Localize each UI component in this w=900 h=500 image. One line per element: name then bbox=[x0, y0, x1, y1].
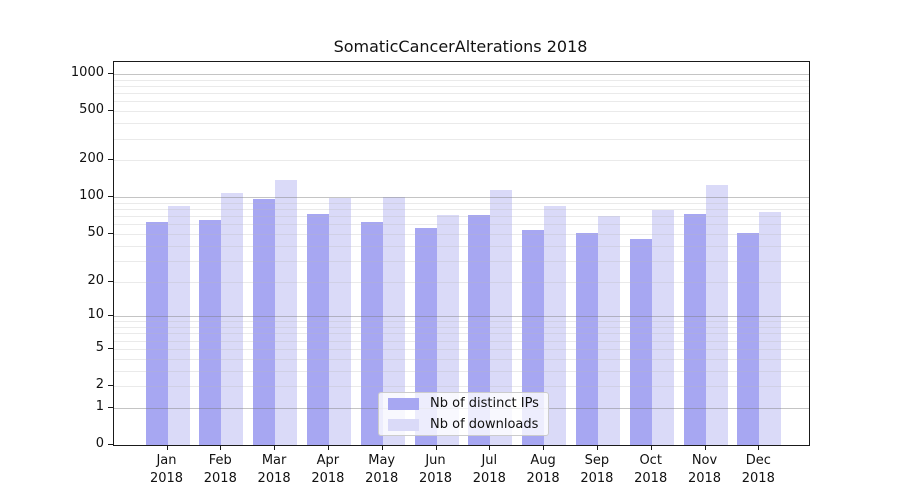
bar-may-downloads bbox=[382, 196, 405, 445]
y-tick bbox=[108, 232, 113, 234]
bar-jun-downloads bbox=[436, 214, 459, 445]
y-tick-label: 100 bbox=[79, 188, 104, 204]
bar-dec-downloads bbox=[759, 212, 782, 445]
legend-entry: Nb of distinct IPs bbox=[379, 395, 548, 412]
x-tick-label: Oct 2018 bbox=[634, 453, 668, 486]
bar-dec-ips bbox=[737, 232, 760, 445]
x-tick-label: Feb 2018 bbox=[203, 453, 237, 486]
x-tick-label: Jun 2018 bbox=[418, 453, 453, 486]
x-tick-label: Aug 2018 bbox=[526, 453, 560, 486]
bar-mar-ips bbox=[253, 199, 276, 445]
y-tick-label: 50 bbox=[87, 224, 104, 240]
y-tick bbox=[108, 444, 113, 445]
bar-mar-downloads bbox=[275, 180, 298, 445]
bar-feb-ips bbox=[199, 219, 222, 445]
y-tick-label: 0 bbox=[95, 436, 104, 451]
y-tick-label: 10 bbox=[87, 307, 104, 323]
bar-apr-ips bbox=[306, 213, 329, 445]
y-tick-label: 2 bbox=[95, 377, 104, 392]
legend-label: Nb of distinct IPs bbox=[430, 396, 539, 411]
x-tick-label: May 2018 bbox=[365, 453, 399, 486]
bar-jun-ips bbox=[414, 227, 437, 445]
bar-nov-downloads bbox=[705, 185, 728, 445]
x-tick bbox=[489, 445, 491, 450]
x-tick bbox=[381, 445, 383, 450]
x-tick bbox=[704, 445, 706, 450]
legend-swatch bbox=[388, 397, 419, 410]
bars-layer bbox=[114, 62, 809, 445]
y-tick bbox=[108, 385, 113, 386]
x-tick-label: Mar 2018 bbox=[257, 453, 291, 486]
y-tick-label: 1000 bbox=[70, 65, 104, 80]
bar-aug-ips bbox=[522, 229, 545, 445]
chart-title: SomaticCancerAlterations 2018 bbox=[333, 37, 588, 56]
x-tick bbox=[220, 445, 222, 450]
y-tick bbox=[108, 159, 113, 161]
legend: Nb of distinct IPs Nb of downloads bbox=[378, 392, 549, 436]
x-tick bbox=[758, 445, 760, 450]
bar-nov-ips bbox=[683, 213, 706, 445]
bar-apr-downloads bbox=[328, 197, 351, 445]
x-tick bbox=[327, 445, 329, 450]
bar-jan-downloads bbox=[167, 205, 190, 445]
y-tick-label: 200 bbox=[79, 151, 104, 167]
y-tick bbox=[108, 110, 113, 112]
y-tick-label: 500 bbox=[79, 102, 104, 118]
bar-jul-ips bbox=[468, 214, 491, 445]
x-tick-label: Jan 2018 bbox=[149, 453, 184, 486]
y-tick bbox=[108, 406, 113, 408]
bar-aug-downloads bbox=[544, 205, 567, 445]
y-tick bbox=[108, 73, 113, 74]
x-tick-label: Apr 2018 bbox=[311, 453, 345, 486]
x-tick-label: Nov 2018 bbox=[687, 453, 722, 486]
bar-sep-ips bbox=[575, 232, 598, 445]
y-tick bbox=[108, 280, 113, 282]
bar-oct-ips bbox=[629, 239, 652, 445]
legend-entry: Nb of downloads bbox=[379, 416, 548, 433]
y-tick bbox=[108, 347, 113, 349]
y-tick-label: 1 bbox=[95, 398, 104, 414]
x-tick bbox=[435, 445, 437, 450]
bar-feb-downloads bbox=[221, 193, 244, 445]
x-tick bbox=[543, 445, 545, 450]
y-tick-label: 5 bbox=[95, 339, 104, 355]
x-tick-label: Dec 2018 bbox=[741, 453, 775, 486]
y-tick-label: 20 bbox=[87, 272, 104, 288]
y-tick bbox=[108, 315, 113, 317]
bar-jan-ips bbox=[145, 222, 168, 445]
x-tick bbox=[274, 445, 276, 450]
bar-oct-downloads bbox=[651, 210, 674, 445]
x-tick-label: Jul 2018 bbox=[472, 453, 506, 486]
x-tick bbox=[650, 445, 652, 450]
bar-sep-downloads bbox=[597, 216, 620, 445]
x-tick bbox=[596, 445, 598, 450]
bar-may-ips bbox=[360, 222, 383, 445]
plot-area: Nb of distinct IPs Nb of downloads bbox=[113, 61, 810, 446]
legend-swatch bbox=[388, 418, 419, 431]
y-tick bbox=[108, 196, 113, 198]
x-tick-label: Sep 2018 bbox=[580, 453, 614, 486]
bar-jul-downloads bbox=[490, 190, 513, 445]
x-tick bbox=[166, 445, 168, 450]
legend-label: Nb of downloads bbox=[430, 417, 539, 432]
